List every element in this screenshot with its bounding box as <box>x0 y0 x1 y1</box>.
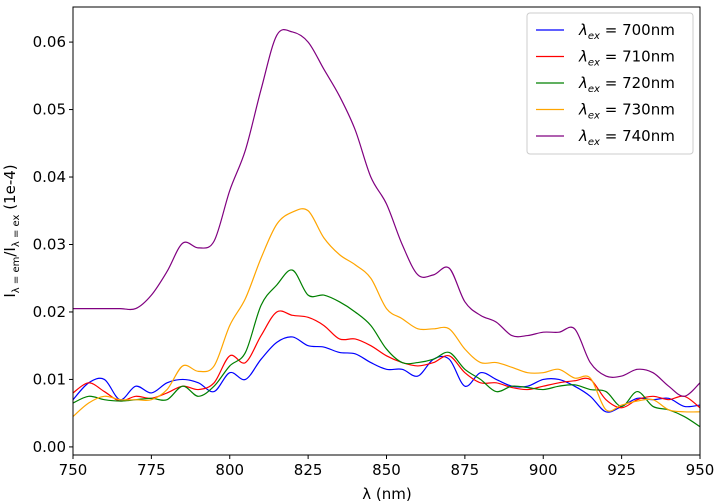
y-label-main: I <box>1 293 19 297</box>
y-tick-label: 0.04 <box>33 168 66 186</box>
y-tick-label: 0.06 <box>33 33 66 51</box>
x-tick-label: 825 <box>294 461 323 479</box>
y-tick-label: 0.02 <box>33 303 66 321</box>
y-tick-label: 0.05 <box>33 101 66 119</box>
y-axis-label: Iλ = em/Iλ = ex (1e-4) <box>1 164 22 297</box>
y-tick-label: 0.00 <box>33 438 66 456</box>
y-label-sub-ex: λ = ex <box>11 215 22 248</box>
series-line-700nm <box>72 336 701 413</box>
x-tick-label: 850 <box>372 461 401 479</box>
series-line-730nm <box>72 208 701 417</box>
x-axis-label: λ (nm) <box>362 485 411 503</box>
ticks-layer: 750 775 800 825 850 875 900 925 950 0.00 0.01 0.02 0… <box>33 33 715 479</box>
axes-frame <box>72 6 701 456</box>
y-label-mid: /I <box>1 247 19 256</box>
y-label-sub-em: λ = em <box>11 257 22 294</box>
y-tick-label: 0.03 <box>33 235 66 253</box>
x-tick-label: 875 <box>451 461 480 479</box>
x-tick-label: 925 <box>607 461 636 479</box>
x-tick-label: 800 <box>215 461 244 479</box>
y-label-tail: (1e-4) <box>1 164 19 214</box>
x-tick-label: 775 <box>137 461 166 479</box>
x-tick-label: 750 <box>59 461 88 479</box>
series-line-710nm <box>72 310 701 409</box>
series-line-720nm <box>72 269 701 428</box>
x-tick-label: 950 <box>686 461 715 479</box>
legend-box <box>526 12 694 155</box>
legend-label-720nm: λex = 720nm <box>578 74 675 95</box>
x-tick-label: 900 <box>529 461 558 479</box>
legend: λex = 700nm λex = 710nm λex = 720nm λex = 7… <box>526 12 694 155</box>
legend-label-710nm: λex = 710nm <box>578 48 675 69</box>
legend-label-740nm: λex = 740nm <box>578 127 675 148</box>
series-layer <box>72 29 701 428</box>
series-line-740nm <box>73 29 701 397</box>
legend-label-730nm: λex = 730nm <box>578 101 675 122</box>
y-tick-label: 0.01 <box>33 370 66 388</box>
legend-label-700nm: λex = 700nm <box>578 21 675 42</box>
